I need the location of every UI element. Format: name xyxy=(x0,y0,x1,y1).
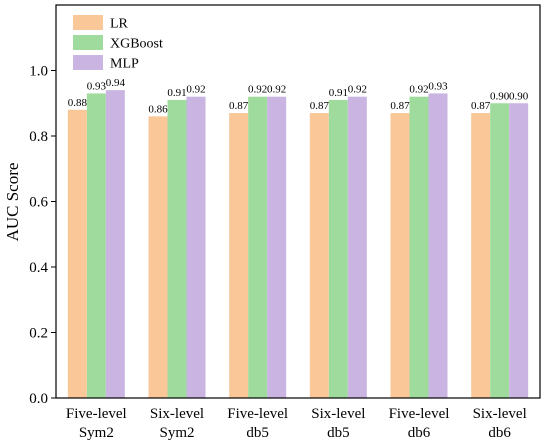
bar-lr xyxy=(309,113,329,398)
x-category-label: Six-level xyxy=(311,406,365,422)
bar-lr xyxy=(229,113,249,398)
x-category-label: Six-level xyxy=(473,406,527,422)
bar-xgboost xyxy=(167,99,187,398)
bar-value-label: 0.94 xyxy=(106,77,126,89)
bar-xgboost xyxy=(490,103,510,398)
bar-lr xyxy=(67,109,87,399)
bar-value-label: 0.87 xyxy=(471,100,491,112)
legend-swatch-lr xyxy=(73,15,103,30)
x-category-label: db5 xyxy=(327,425,350,441)
bar-mlp xyxy=(186,96,206,398)
bar-lr xyxy=(390,113,410,398)
x-category-label: Sym2 xyxy=(79,425,114,441)
bar-value-label: 0.93 xyxy=(87,80,107,92)
x-category-label: db5 xyxy=(246,425,269,441)
bar-xgboost xyxy=(248,96,268,398)
y-axis-title: AUC Score xyxy=(3,163,22,242)
legend-label: XGBoost xyxy=(110,37,163,52)
bar-value-label: 0.93 xyxy=(428,80,448,92)
plot-frame xyxy=(55,4,541,399)
bar-value-label: 0.86 xyxy=(148,103,168,115)
bar-mlp xyxy=(267,96,287,398)
bar-value-label: 0.87 xyxy=(310,100,330,112)
bars xyxy=(67,90,529,399)
bar-mlp xyxy=(428,93,448,399)
x-axis-labels: Five-level Sym2 Six-level Sym2 Five-level db5… xyxy=(66,406,527,441)
bar-lr xyxy=(471,113,491,398)
bar-mlp xyxy=(509,103,529,398)
bar-mlp xyxy=(347,96,367,398)
bar-value-label: 0.90 xyxy=(509,90,529,102)
bar-xgboost xyxy=(409,96,429,398)
x-category-label: Six-level xyxy=(150,406,204,422)
x-category-label: Five-level xyxy=(66,406,127,422)
y-tick-label: 0.2 xyxy=(29,326,48,342)
bar-value-label: 0.88 xyxy=(68,97,88,109)
x-category-label: db6 xyxy=(408,425,431,441)
y-axis-ticks: 0.0 0.2 0.4 0.6 0.8 1.0 xyxy=(29,64,56,407)
bar-value-label: 0.92 xyxy=(267,84,286,96)
legend-label: LR xyxy=(110,17,129,32)
y-tick-label: 0.4 xyxy=(29,260,48,276)
y-tick-label: 0.0 xyxy=(29,391,48,407)
y-tick-label: 0.8 xyxy=(29,129,48,145)
bar-xgboost xyxy=(328,99,348,398)
legend-label: MLP xyxy=(110,57,139,72)
bar-value-label: 0.91 xyxy=(167,87,186,99)
bar-xgboost xyxy=(86,93,106,399)
x-category-label: Five-level xyxy=(389,406,450,422)
legend-swatch-mlp xyxy=(73,55,103,70)
y-tick-label: 1.0 xyxy=(29,64,48,80)
value-labels: 0.880.93 0.940.860.91 0.920.870.92 0.920.87… xyxy=(68,77,529,115)
bar-value-label: 0.92 xyxy=(248,84,267,96)
x-category-label: Five-level xyxy=(227,406,288,422)
bar-value-label: 0.87 xyxy=(229,100,249,112)
x-category-label: Sym2 xyxy=(159,425,194,441)
legend: LR XGBoost MLP xyxy=(73,15,163,72)
bar-value-label: 0.92 xyxy=(186,84,205,96)
bar-value-label: 0.92 xyxy=(409,84,428,96)
bar-lr xyxy=(148,116,168,398)
bar-value-label: 0.87 xyxy=(390,100,410,112)
bar-value-label: 0.92 xyxy=(348,84,367,96)
y-tick-label: 0.6 xyxy=(29,195,48,211)
legend-swatch-xgboost xyxy=(73,35,103,50)
bar-value-label: 0.90 xyxy=(490,90,510,102)
x-category-label: db6 xyxy=(488,425,511,441)
bar-value-label: 0.91 xyxy=(329,87,348,99)
bar-mlp xyxy=(105,90,125,399)
